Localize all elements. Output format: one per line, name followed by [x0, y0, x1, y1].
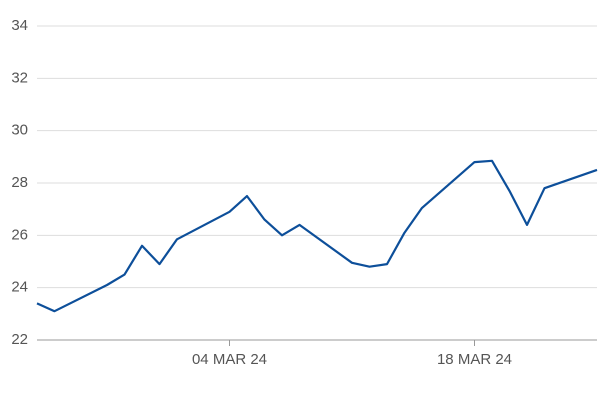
- y-tick-label: 22: [11, 331, 28, 348]
- y-tick-label: 34: [11, 17, 28, 34]
- x-tick-label: 18 MAR 24: [437, 351, 512, 368]
- y-tick-label: 24: [11, 279, 28, 296]
- y-tick-label: 28: [11, 174, 28, 191]
- y-tick-label: 26: [11, 226, 28, 243]
- x-tick-label: 04 MAR 24: [192, 351, 267, 368]
- y-tick-label: 32: [11, 69, 28, 86]
- data-line: [36, 159, 598, 313]
- y-tick-label: 30: [11, 122, 28, 139]
